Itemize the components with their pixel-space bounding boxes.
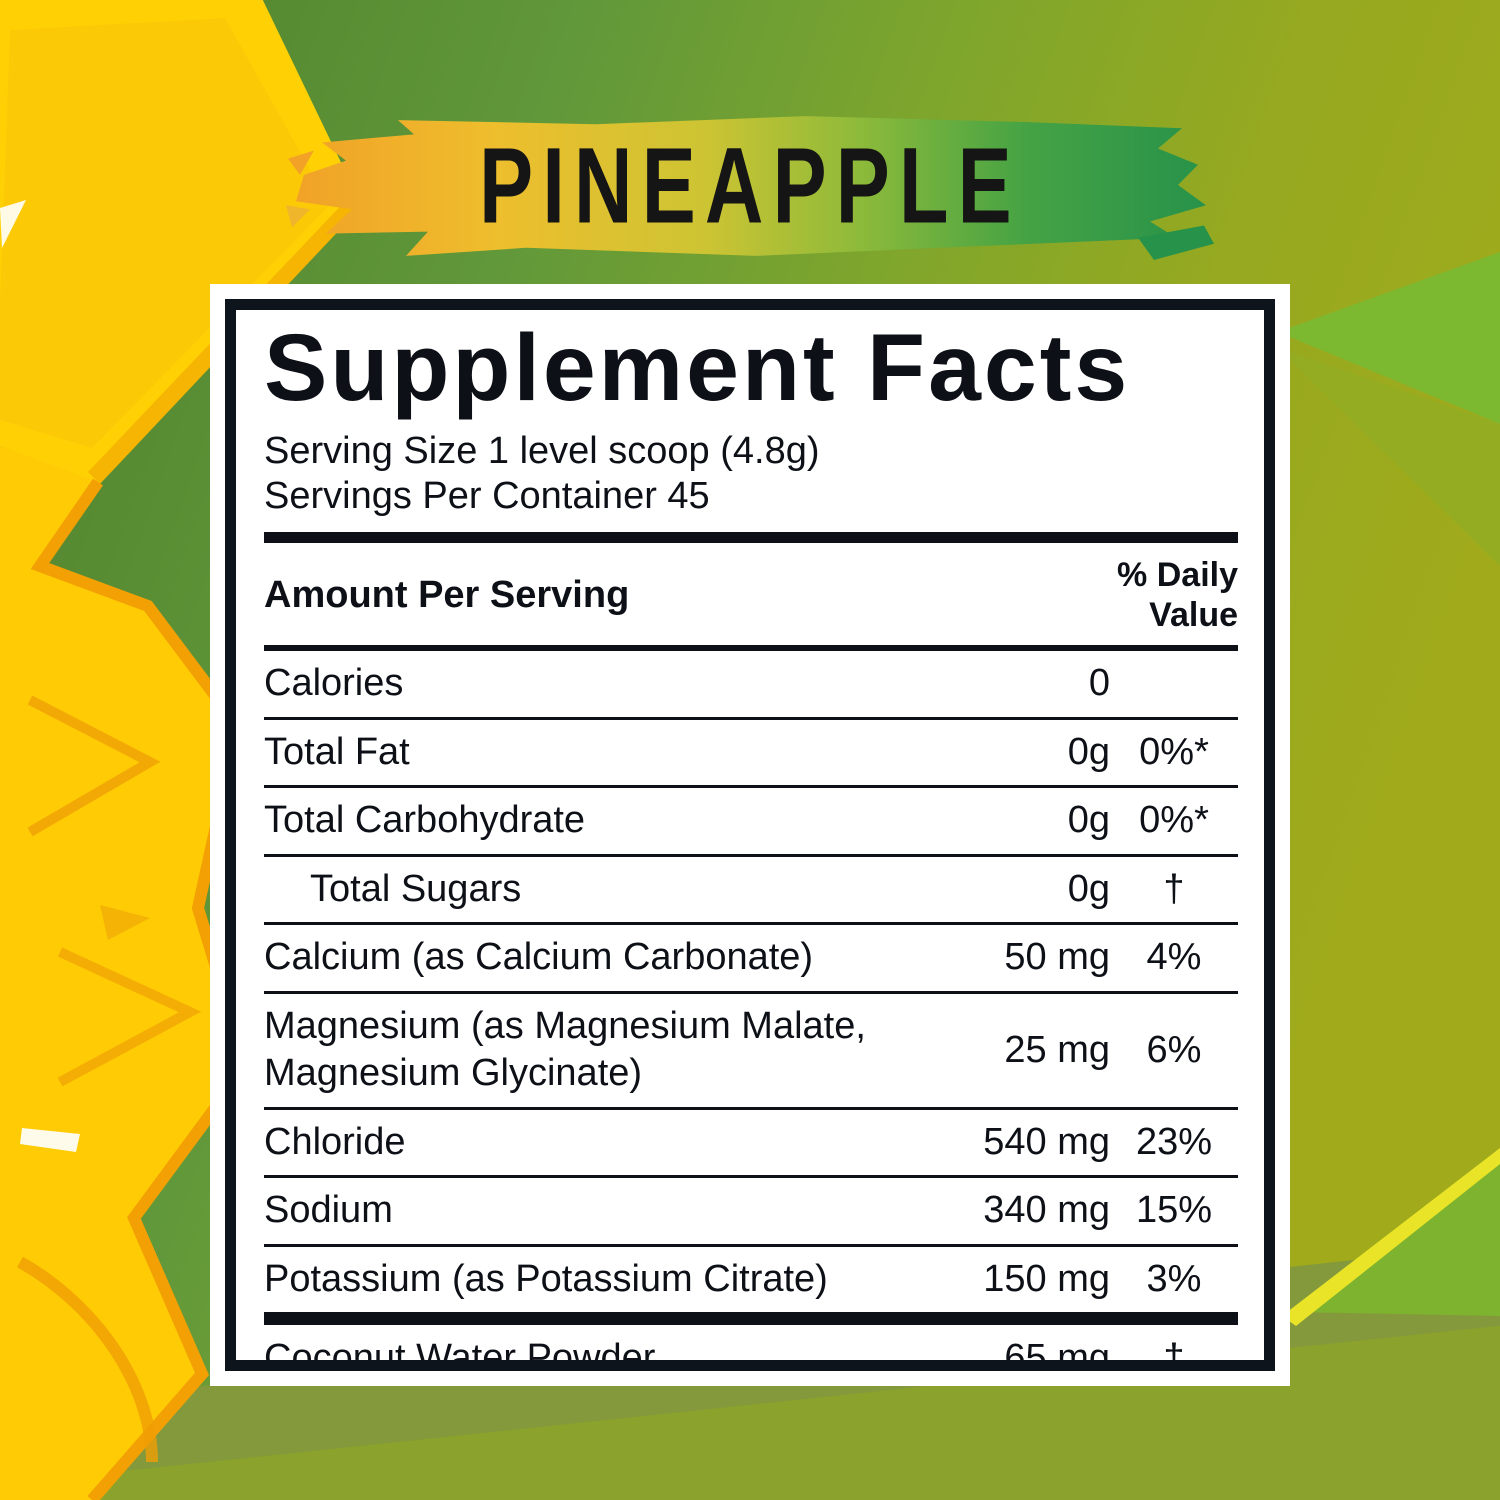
nutrient-amount: 340 mg (983, 1189, 1110, 1232)
table-row: Total Fat 0g 0%* (264, 716, 1238, 786)
table-row: Calories 0 (264, 651, 1238, 717)
divider-medium (264, 645, 1238, 652)
nutrient-rows: Calories 0 Total Fat 0g 0%* Total Carboh… (264, 651, 1238, 1312)
nutrient-amount: 0g (1067, 799, 1110, 842)
nutrient-amount: 150 mg (983, 1257, 1110, 1300)
table-row: Potassium (as Potassium Citrate) 150 mg … (264, 1243, 1238, 1313)
nutrient-name: Total Sugars (310, 867, 522, 910)
nutrient-dv: 6% (1146, 1028, 1202, 1071)
supplement-facts-panel: Supplement Facts Serving Size 1 level sc… (210, 284, 1290, 1386)
amount-per-serving-header: Amount Per Serving (264, 573, 630, 616)
table-row: Magnesium (as Magnesium Malate, Magnesiu… (264, 990, 1238, 1107)
daily-value-header: % Daily Value (1117, 556, 1238, 635)
table-row: Sodium 340 mg 15% (264, 1175, 1238, 1244)
nutrient-name: Magnesium (as Magnesium Malate, Magnesiu… (264, 1004, 866, 1095)
nutrient-name: Sodium (264, 1189, 393, 1232)
table-row: Total Carbohydrate 0g 0%* (264, 785, 1238, 854)
nutrient-dv: 0%* (1139, 799, 1209, 842)
serving-size: Serving Size 1 level scoop (4.8g) (264, 429, 820, 472)
nutrient-name: Calories (264, 662, 404, 705)
nutrient-dv: 3% (1146, 1257, 1202, 1300)
ingredient-dv: † (1163, 1337, 1185, 1371)
nutrient-dv: 23% (1135, 1120, 1213, 1163)
servings-per-container: Servings Per Container 45 (264, 475, 710, 518)
nutrient-dv: † (1163, 867, 1185, 910)
table-row: Total Sugars 0g † (264, 853, 1238, 923)
nutrient-name: Chloride (264, 1120, 406, 1163)
nutrient-name: Potassium (as Potassium Citrate) (264, 1257, 828, 1300)
nutrient-amount: 50 mg (1004, 936, 1110, 979)
nutrient-name: Total Carbohydrate (264, 799, 586, 842)
ingredient-name: Coconut Water Powder (264, 1337, 656, 1371)
divider-thick (264, 1312, 1238, 1326)
leaf-shape (1278, 252, 1500, 424)
table-row: Calcium (as Calcium Carbonate) 50 mg 4% (264, 922, 1238, 991)
nutrient-dv: 15% (1135, 1189, 1213, 1232)
table-row: Coconut Water Powder 65 mg † (264, 1325, 1238, 1371)
nutrient-amount: 25 mg (1004, 1028, 1110, 1071)
flavor-name: PINEAPPLE (479, 125, 1021, 246)
ingredient-amount: 65 mg (1004, 1337, 1110, 1371)
nutrient-amount: 0g (1067, 867, 1110, 910)
flavor-banner: PINEAPPLE (286, 108, 1214, 264)
supplement-facts-border: Supplement Facts Serving Size 1 level sc… (225, 299, 1275, 1371)
nutrient-amount: 0g (1067, 730, 1110, 773)
table-row: Chloride 540 mg 23% (264, 1106, 1238, 1176)
divider-thick (264, 532, 1238, 544)
yellow-accent-line (1282, 1148, 1500, 1326)
nutrient-dv: 4% (1146, 936, 1202, 979)
nutrient-amount: 0 (1088, 662, 1110, 705)
other-ingredient-rows: Coconut Water Powder 65 mg † (264, 1325, 1238, 1371)
nutrient-name: Total Fat (264, 730, 410, 773)
column-header-row: Amount Per Serving % Daily Value (264, 543, 1238, 645)
nutrient-name: Calcium (as Calcium Carbonate) (264, 936, 814, 979)
nutrient-dv: 0%* (1139, 730, 1209, 773)
brush-stroke-graphic (286, 116, 1214, 260)
facts-title: Supplement Facts (264, 315, 1131, 421)
nutrient-amount: 540 mg (983, 1120, 1110, 1163)
leaf-shape (1278, 348, 1500, 566)
